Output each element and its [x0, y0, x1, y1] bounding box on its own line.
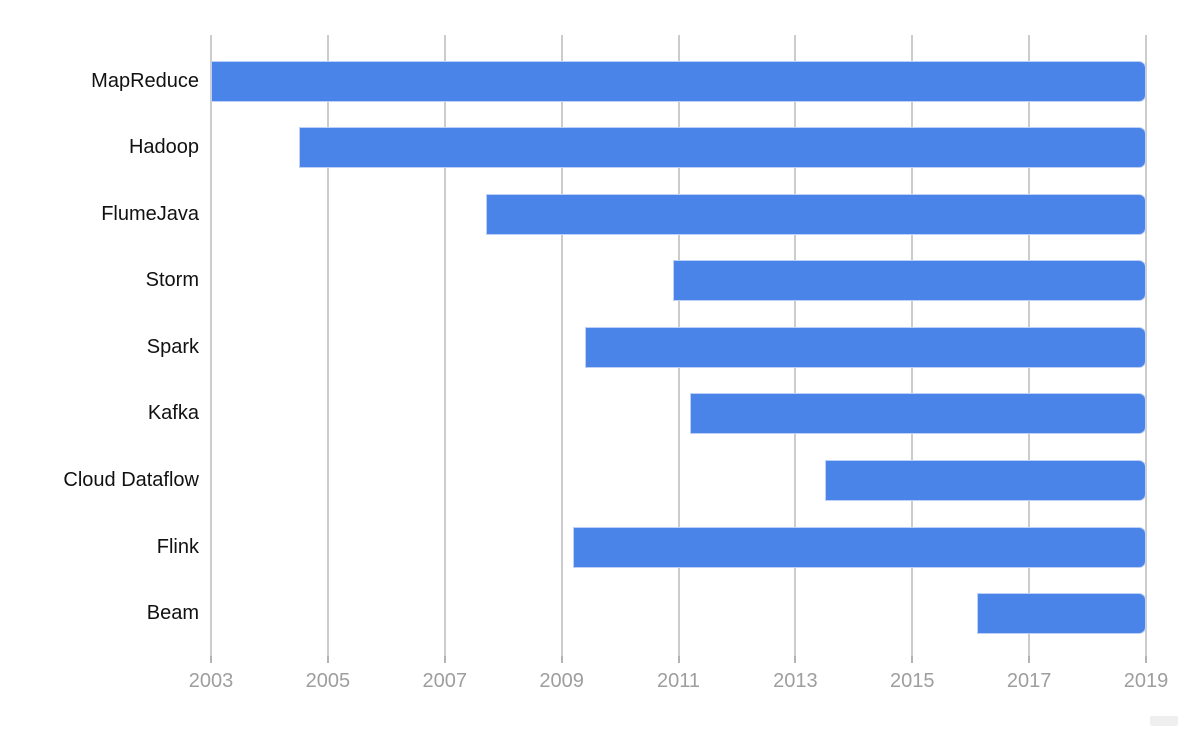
watermark	[1150, 716, 1178, 726]
timeline-bar-flink	[573, 526, 1146, 568]
category-label-cloud-dataflow: Cloud Dataflow	[63, 469, 199, 491]
tick-mark-2007	[443, 656, 446, 663]
tick-mark-2017	[1028, 656, 1031, 663]
category-label-hadoop: Hadoop	[128, 136, 199, 159]
x-axis-label-2017: 2017	[1006, 670, 1052, 692]
tick-mark-2009	[560, 656, 563, 663]
timeline-bar-storm	[672, 260, 1146, 302]
plot-area	[210, 35, 1147, 663]
x-axis-label-2013: 2013	[773, 670, 818, 692]
category-label-mapreduce: MapReduce	[91, 69, 199, 92]
category-label-flumejava: FlumeJava	[101, 202, 199, 225]
category-label-flink: Flink	[156, 535, 199, 558]
x-axis: 2003 2005 2007 2009 2011 2013 2015 2017 2019	[189, 668, 1169, 694]
category-label-kafka: Kafka	[147, 402, 199, 425]
timeline-bar-beam	[976, 593, 1146, 635]
category-label-gutter: MapReduce Hadoop FlumeJava Storm Spark Kafka C…	[0, 35, 199, 656]
gridline-2019	[1145, 35, 1147, 656]
timeline-bar-kafka	[690, 393, 1146, 435]
timeline-bar-flumejava	[485, 193, 1146, 235]
gridline-2003	[210, 35, 212, 656]
tick-mark-2003	[210, 656, 212, 663]
tick-mark-2015	[911, 656, 914, 663]
timeline-bar-mapreduce	[211, 60, 1146, 102]
x-axis-label-2015: 2015	[890, 670, 935, 692]
gridline-2007	[443, 35, 446, 656]
tick-mark-2005	[326, 656, 329, 663]
tick-mark-2013	[794, 656, 797, 663]
category-label-storm: Storm	[145, 269, 199, 292]
gridline-2009	[560, 35, 563, 656]
x-axis-label-2007: 2007	[422, 670, 468, 692]
x-axis-label-2011: 2011	[656, 670, 701, 692]
x-axis-label-2019: 2019	[1123, 670, 1169, 692]
x-axis-label-2009: 2009	[539, 670, 584, 692]
timeline-bar-spark	[585, 326, 1146, 368]
gridline-2005	[326, 35, 329, 656]
timeline-bar-hadoop	[298, 127, 1146, 169]
category-label-spark: Spark	[146, 335, 199, 358]
tick-mark-2011	[677, 656, 680, 663]
tick-mark-2019	[1145, 656, 1147, 663]
category-label-beam: Beam	[146, 602, 199, 625]
x-axis-label-2003: 2003	[188, 670, 234, 692]
x-axis-label-2005: 2005	[305, 670, 351, 692]
timeline-bar-cloud-dataflow	[824, 460, 1146, 501]
